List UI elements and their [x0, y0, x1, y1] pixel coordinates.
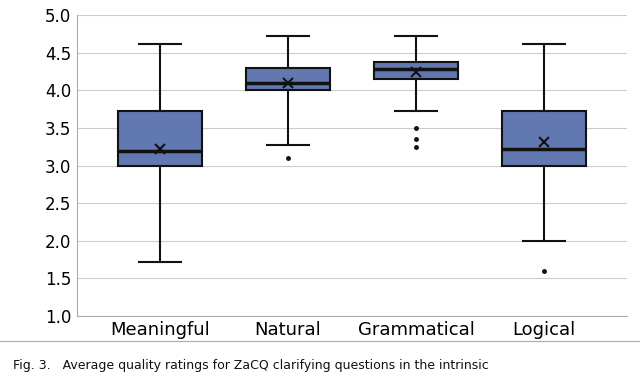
PathPatch shape — [502, 112, 586, 166]
Text: Fig. 3.   Average quality ratings for ZaCQ clarifying questions in the intrinsic: Fig. 3. Average quality ratings for ZaCQ… — [13, 359, 488, 372]
PathPatch shape — [118, 112, 202, 166]
PathPatch shape — [246, 68, 330, 90]
PathPatch shape — [374, 62, 458, 79]
